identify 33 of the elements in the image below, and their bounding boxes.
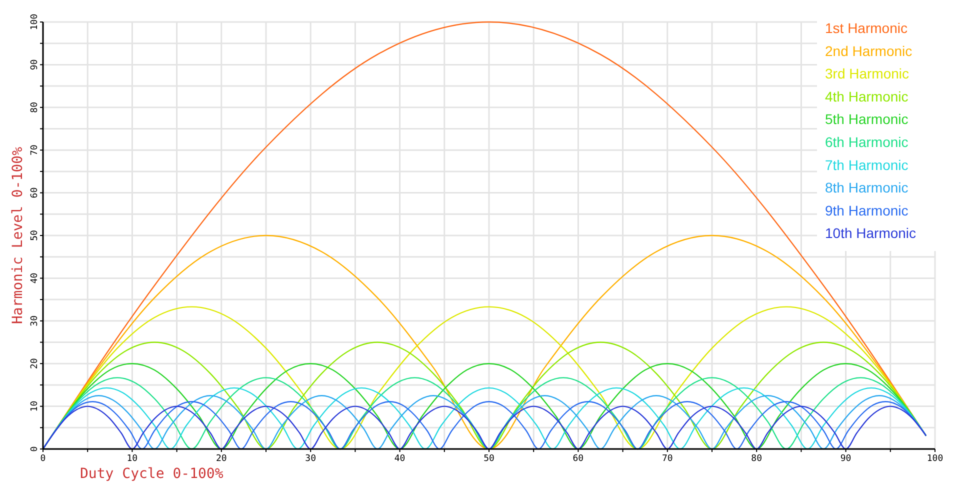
x-tick-label: 80 <box>751 454 762 464</box>
text: 8th Harmonic <box>825 180 908 196</box>
text: 10th Harmonic <box>825 225 916 242</box>
x-axis-title: Duty Cycle 0-100% <box>80 466 224 482</box>
x-tick-label: 90 <box>840 454 852 464</box>
y-tick-label: 60 <box>30 187 40 198</box>
x-tick-label: 100 <box>926 454 944 464</box>
y-tick-label: 50 <box>30 230 40 241</box>
y-tick-label: 80 <box>30 102 40 113</box>
y-tick-label: 10 <box>30 400 40 412</box>
y-tick-label: 40 <box>30 272 40 284</box>
x-tick-label: 20 <box>216 454 227 464</box>
x-tick-label: 40 <box>394 454 406 464</box>
text: 9th Harmonic <box>825 202 908 218</box>
text: 1st Harmonic <box>825 20 908 36</box>
y-tick-label: 100 <box>30 14 40 30</box>
x-tick-label: 10 <box>126 454 138 464</box>
text: 3rd Harmonic <box>825 66 910 82</box>
y-tick-label: 20 <box>30 358 40 370</box>
y-tick-label: 70 <box>30 144 40 156</box>
y-tick-label: 0 <box>30 446 40 452</box>
x-tick-label: 60 <box>572 454 584 464</box>
text: 5th Harmonic <box>825 111 908 128</box>
text: 6th Harmonic <box>825 134 908 150</box>
text: 4th Harmonic <box>825 88 908 104</box>
x-tick-label: 30 <box>305 454 316 464</box>
x-tick-label: 50 <box>484 454 494 464</box>
y-axis-title: Harmonic Level 0-100% <box>10 146 26 324</box>
y-tick-label: 90 <box>30 59 40 70</box>
text: 2nd Harmonic <box>825 42 912 59</box>
y-tick-label: 30 <box>30 315 40 326</box>
x-tick-label: 70 <box>662 454 673 464</box>
text: 7th Harmonic <box>825 156 908 173</box>
